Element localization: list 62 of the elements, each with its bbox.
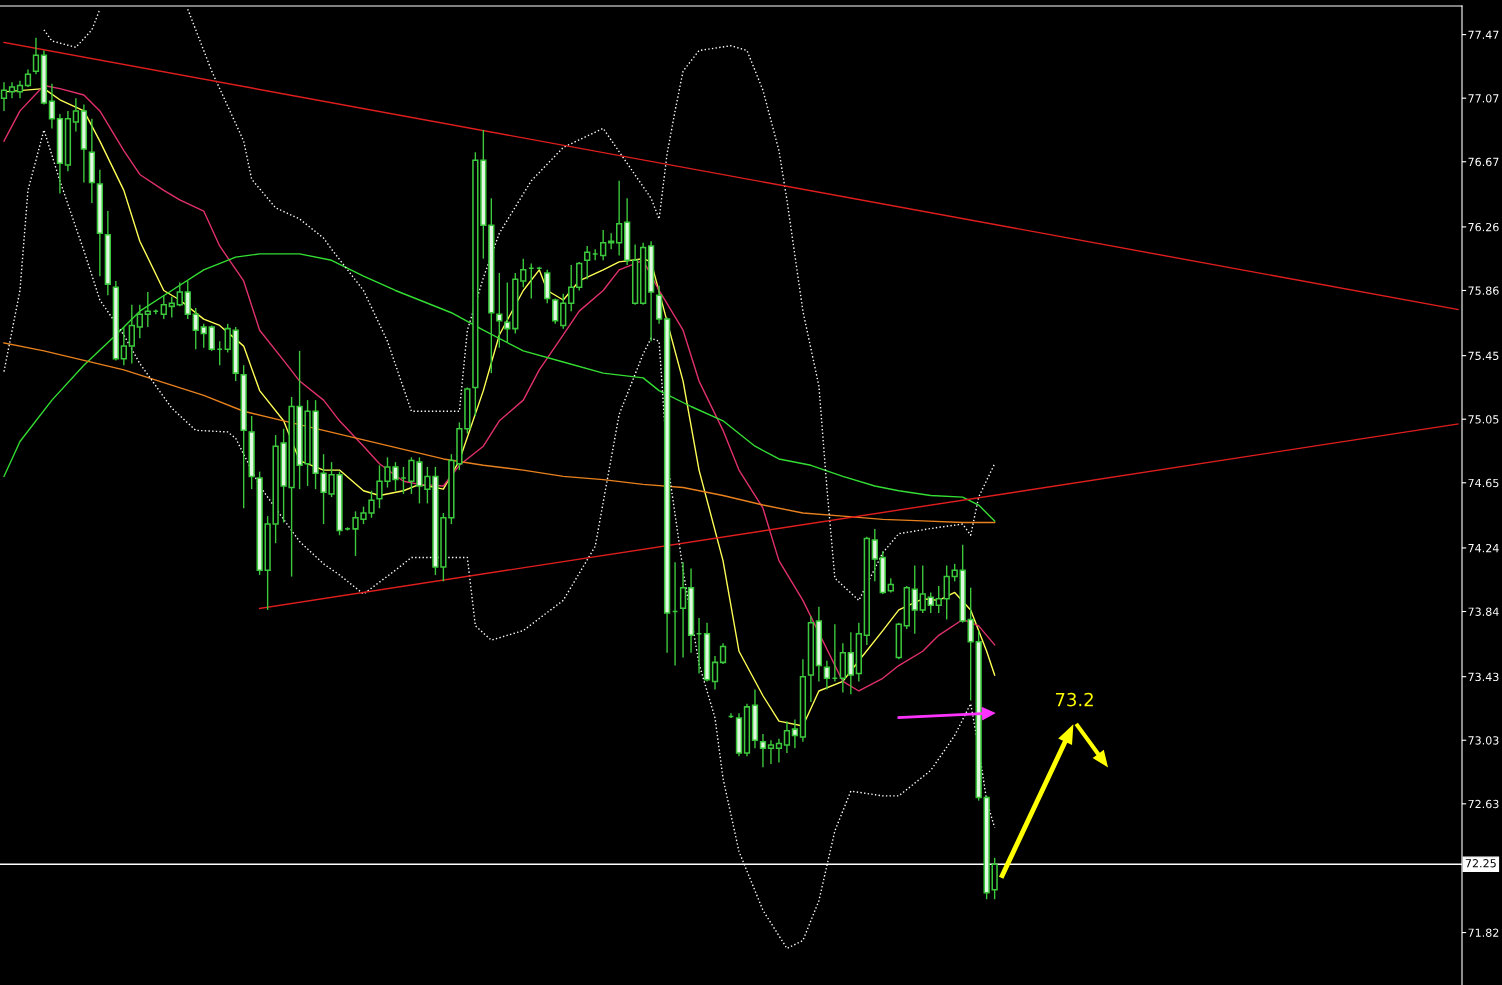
line-series [3,342,996,524]
candlestick [767,739,775,765]
candlestick [871,528,878,583]
candlestick [552,297,559,325]
y-tick-label: 77.07 [1468,94,1499,103]
candlestick [208,324,215,352]
candlestick [184,280,191,320]
line-series [3,253,996,522]
candlestick [584,245,591,281]
candlestick [783,720,791,754]
candlestick [759,733,767,768]
line-series [187,8,996,602]
candlestick [568,264,575,312]
candlestick [655,285,663,325]
y-tick-label: 76.67 [1468,157,1499,167]
candlestick [608,232,615,250]
candlestick [967,586,974,702]
y-tick-label: 75.86 [1468,286,1499,295]
y-tick-label: 75.05 [1468,415,1499,424]
candlestick [911,564,918,635]
candlestick [615,180,623,257]
candlestick [919,564,926,614]
candlestick [560,292,567,330]
candlestick [192,307,199,350]
line-series [43,8,101,49]
candlestick [823,660,831,691]
y-tick-label: 73.43 [1468,672,1499,682]
candlestick [719,642,727,665]
y-tick-label: 77.47 [1468,30,1499,39]
candlestick [136,304,143,339]
y-tick-label: 71.82 [1468,928,1499,937]
y-tick-label: 72.63 [1468,799,1499,809]
annotation: 73.2 [1055,692,1093,707]
candlestick [168,296,175,319]
candlestick [791,718,799,749]
y-tick-label: 74.65 [1468,478,1499,488]
y-tick-label: 73.03 [1468,736,1499,745]
candlestick [927,591,934,614]
candlestick [200,323,207,349]
candlestick [224,323,231,354]
candlestick [128,304,135,365]
candlestick [72,97,80,133]
y-tick-label: 74.24 [1468,543,1499,553]
candlestick [32,37,40,76]
candlestick [600,229,607,261]
candlestick [120,326,127,366]
candlestick [935,585,942,614]
candlestick [576,261,583,292]
ref-line-label: 72.25 [1465,859,1496,868]
candlestick [160,294,167,320]
candlestick [943,564,950,621]
candlestick [711,655,719,691]
y-tick-label: 76.26 [1468,222,1499,232]
candlestick [0,81,8,112]
candlestick [679,561,687,659]
candlestick [520,258,527,288]
y-tick-label: 75.45 [1468,351,1499,361]
y-tick-label: 73.84 [1468,607,1499,616]
candlestick [48,83,56,130]
candlestick [847,631,854,695]
candlestick [144,291,151,328]
candlestick [775,737,783,764]
